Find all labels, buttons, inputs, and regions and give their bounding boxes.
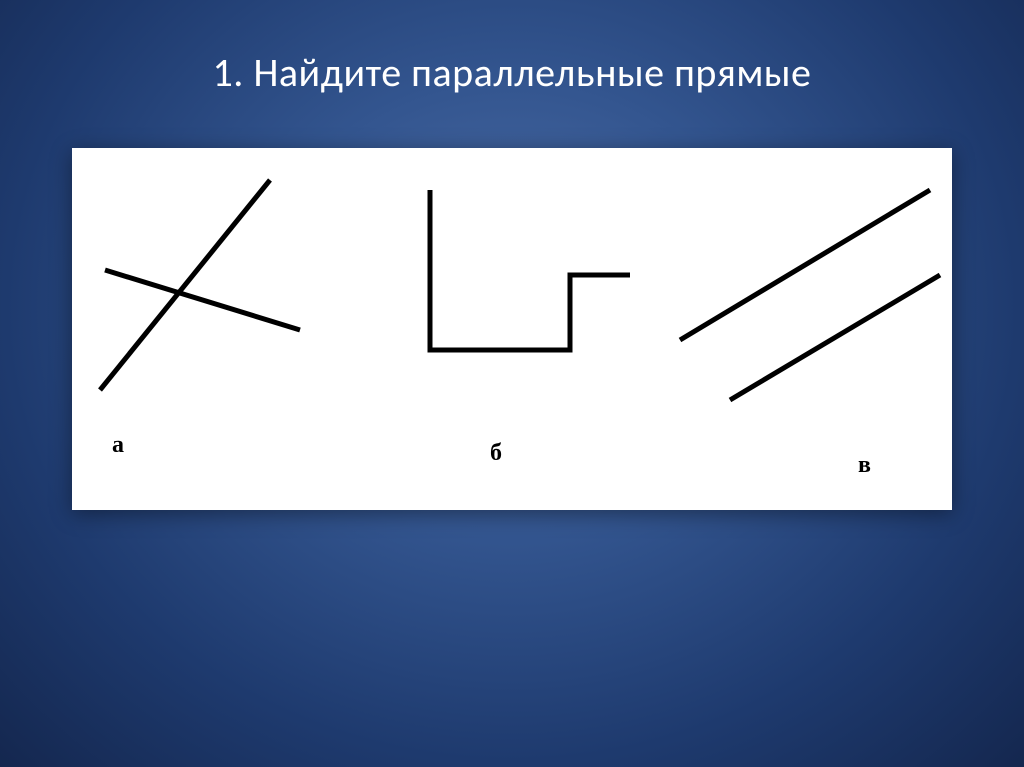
- diagram-panel: а б в: [72, 148, 952, 510]
- figure-c-line-1: [680, 190, 930, 340]
- figure-c-lines: [72, 148, 952, 510]
- slide-title: 1. Найдите параллельные прямые: [0, 48, 1024, 97]
- slide: 1. Найдите параллельные прямые а б в: [0, 0, 1024, 767]
- figure-c-label: в: [858, 452, 871, 479]
